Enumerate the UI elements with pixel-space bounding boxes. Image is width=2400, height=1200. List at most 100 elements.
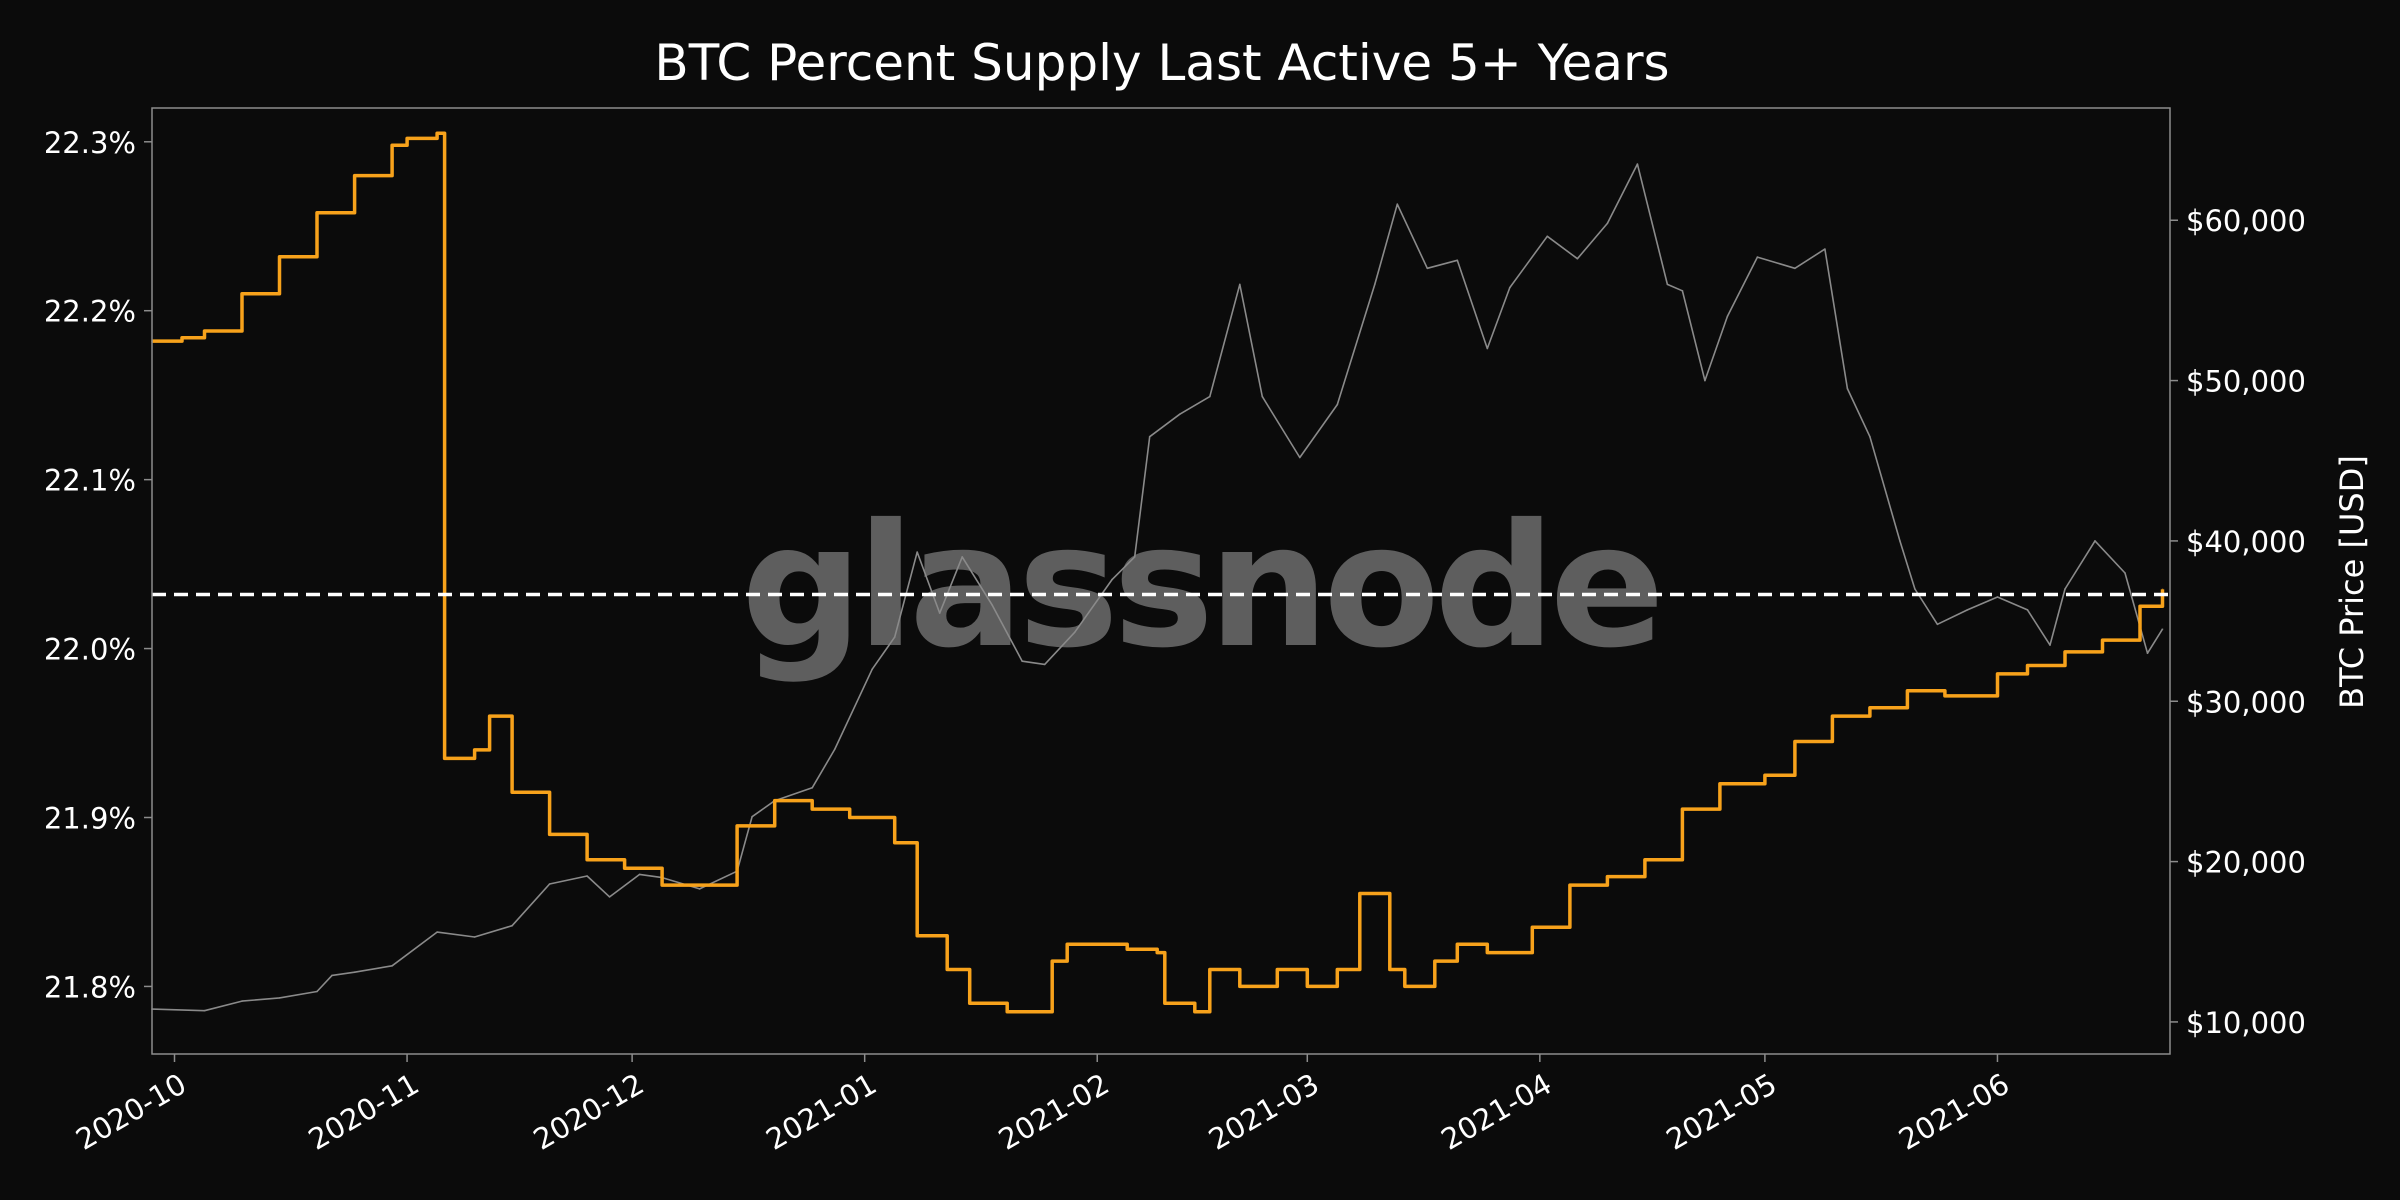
data-point bbox=[406, 137, 408, 140]
data-point bbox=[548, 833, 551, 836]
data-point bbox=[1006, 1010, 1009, 1013]
data-point bbox=[203, 1009, 206, 1012]
chart-title: BTC Percent Supply Last Active 5+ Years bbox=[654, 34, 1669, 92]
data-point bbox=[278, 997, 281, 999]
data-point bbox=[608, 896, 611, 898]
data-point bbox=[698, 888, 701, 890]
data-point bbox=[241, 1000, 243, 1002]
data-point bbox=[916, 551, 919, 553]
data-point bbox=[316, 211, 318, 214]
data-point bbox=[1358, 892, 1361, 895]
data-point bbox=[773, 799, 776, 802]
data-point bbox=[2064, 651, 2066, 653]
data-point bbox=[1456, 259, 1459, 262]
data-point bbox=[1373, 283, 1376, 286]
data-point bbox=[661, 884, 663, 886]
data-point bbox=[316, 990, 318, 993]
data-point bbox=[1606, 222, 1609, 225]
data-point bbox=[946, 968, 949, 971]
data-point bbox=[893, 636, 896, 638]
data-point bbox=[1944, 695, 1946, 697]
data-point bbox=[1148, 435, 1151, 438]
data-point bbox=[1238, 985, 1241, 988]
data-point bbox=[1644, 858, 1646, 861]
data-point bbox=[2124, 572, 2126, 574]
data-point bbox=[203, 330, 206, 332]
data-point bbox=[353, 971, 356, 974]
data-point bbox=[1764, 774, 1766, 777]
y2-tick-label: $50,000 bbox=[2186, 365, 2306, 399]
data-point bbox=[1966, 609, 1969, 611]
data-point bbox=[2064, 588, 2066, 590]
data-point bbox=[1704, 379, 1706, 382]
data-point bbox=[1794, 267, 1796, 270]
data-point bbox=[1756, 256, 1759, 258]
data-point bbox=[1546, 235, 1549, 238]
data-point bbox=[1569, 884, 1571, 886]
y2-tick-label: $30,000 bbox=[2186, 685, 2306, 719]
data-point bbox=[1403, 985, 1406, 988]
data-point bbox=[1794, 740, 1796, 743]
price-series-layer bbox=[151, 163, 2164, 1012]
data-point bbox=[751, 815, 753, 818]
data-point bbox=[1576, 257, 1579, 260]
data-point bbox=[1824, 248, 1826, 251]
data-point bbox=[1021, 660, 1024, 663]
data-point bbox=[488, 715, 491, 717]
data-point bbox=[811, 786, 814, 789]
data-point bbox=[1193, 1010, 1196, 1013]
data-point bbox=[1043, 663, 1046, 666]
data-point bbox=[1336, 968, 1339, 971]
data-point bbox=[1276, 968, 1279, 971]
data-point bbox=[1456, 943, 1459, 946]
data-point bbox=[436, 931, 438, 933]
data-point bbox=[1133, 556, 1136, 558]
data-point bbox=[1936, 623, 1939, 626]
y-tick-label: 22.0% bbox=[44, 633, 136, 667]
data-point bbox=[1869, 706, 1871, 709]
data-point bbox=[1336, 403, 1339, 406]
data-point bbox=[1726, 315, 1729, 318]
data-point bbox=[391, 964, 393, 967]
data-point bbox=[1073, 631, 1076, 634]
data-point bbox=[511, 924, 513, 927]
data-point bbox=[1306, 985, 1309, 988]
watermark: glassnode bbox=[741, 488, 1659, 686]
data-point bbox=[586, 875, 588, 877]
data-point bbox=[1111, 578, 1114, 581]
data-point bbox=[916, 934, 919, 937]
data-point bbox=[1831, 715, 1834, 717]
data-point bbox=[2049, 644, 2051, 646]
data-point bbox=[436, 132, 438, 135]
data-point bbox=[241, 292, 243, 295]
data-point bbox=[473, 936, 476, 938]
data-point bbox=[2101, 639, 2104, 641]
data-point bbox=[1996, 673, 1999, 675]
data-point bbox=[1163, 1002, 1166, 1005]
data-point bbox=[1666, 283, 1669, 286]
data-point bbox=[548, 883, 551, 885]
data-point bbox=[1906, 689, 1909, 692]
data-point bbox=[2161, 588, 2164, 591]
data-point bbox=[2139, 605, 2141, 608]
data-point bbox=[331, 974, 333, 977]
plot-frame bbox=[151, 107, 2171, 1055]
data-point bbox=[968, 1002, 971, 1005]
data-point bbox=[278, 255, 281, 258]
data-point bbox=[1846, 387, 1849, 390]
data-point bbox=[1636, 163, 1639, 166]
data-point bbox=[2026, 664, 2029, 667]
data-point bbox=[443, 757, 446, 760]
data-point bbox=[2161, 628, 2164, 630]
data-point bbox=[1606, 875, 1609, 878]
y2-tick-label: $20,000 bbox=[2186, 846, 2306, 880]
data-point bbox=[1238, 283, 1241, 286]
data-point bbox=[1433, 960, 1436, 962]
data-point bbox=[1208, 968, 1211, 971]
data-point bbox=[1051, 960, 1054, 962]
data-point bbox=[938, 612, 941, 614]
data-point bbox=[2026, 609, 2029, 611]
y2-tick-label: $60,000 bbox=[2186, 204, 2306, 238]
